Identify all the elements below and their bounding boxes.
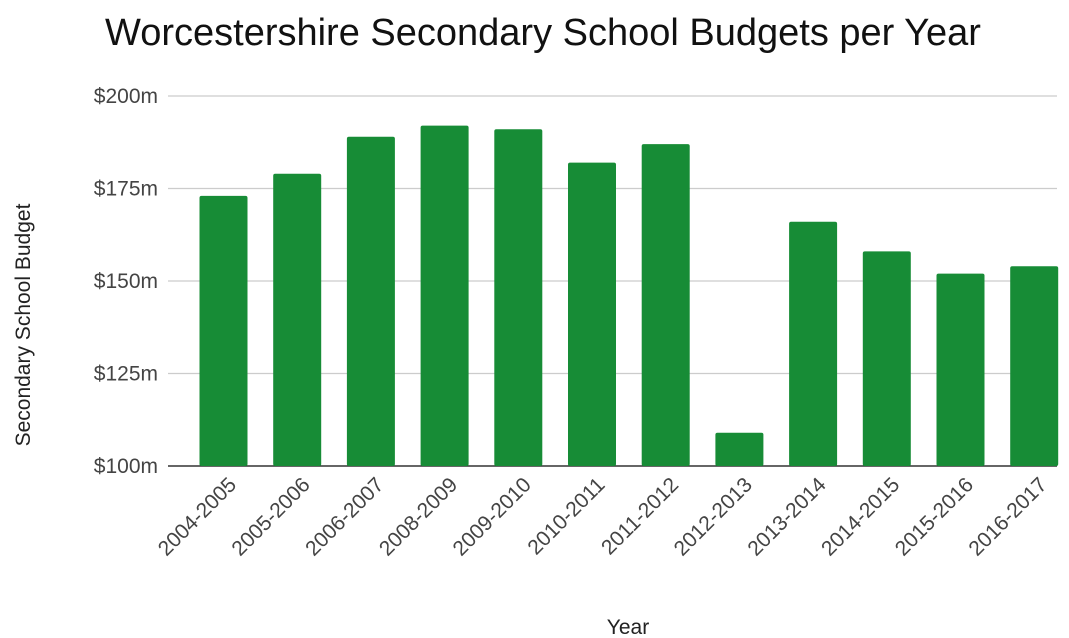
y-tick-label: $150m xyxy=(94,270,158,293)
chart-title: Worcestershire Secondary School Budgets … xyxy=(105,12,981,54)
bars xyxy=(199,125,1059,467)
x-tick-label: 2016-2017 xyxy=(964,473,1051,560)
x-tick-label: 2006-2007 xyxy=(301,473,388,560)
bar xyxy=(199,195,248,466)
y-tick-label: $125m xyxy=(94,363,158,386)
x-tick-label: 2009-2010 xyxy=(449,473,536,560)
x-tick-label: 2010-2011 xyxy=(523,473,609,559)
bar xyxy=(1010,266,1059,466)
x-tick-label: 2011-2012 xyxy=(597,473,683,559)
bar xyxy=(420,125,469,466)
x-tick-label: 2012-2013 xyxy=(670,473,757,560)
x-axis-ticks: 2004-20052005-20062006-20072008-20092009… xyxy=(154,473,1052,561)
bar xyxy=(715,432,764,466)
bar xyxy=(936,273,985,466)
x-tick-label: 2014-2015 xyxy=(817,473,904,560)
x-tick-label: 2013-2014 xyxy=(743,473,831,561)
x-tick-label: 2004-2005 xyxy=(154,473,241,560)
x-tick-label: 2005-2006 xyxy=(227,473,314,560)
y-tick-label: $200m xyxy=(94,85,158,108)
y-tick-label: $100m xyxy=(94,455,158,478)
bar xyxy=(273,173,322,466)
bar xyxy=(641,144,690,466)
y-tick-label: $175m xyxy=(94,178,158,201)
y-axis-ticks: $100m $125m $150m $175m $200m xyxy=(94,85,158,478)
bar xyxy=(862,251,911,466)
x-tick-label: 2015-2016 xyxy=(891,473,978,560)
bar xyxy=(494,129,543,467)
x-tick-label: 2008-2009 xyxy=(375,473,462,560)
x-axis-label: Year xyxy=(607,616,649,638)
bar xyxy=(789,221,838,466)
y-axis-label: Secondary School Budget xyxy=(12,203,35,446)
bar xyxy=(346,136,395,466)
bar xyxy=(568,162,616,466)
